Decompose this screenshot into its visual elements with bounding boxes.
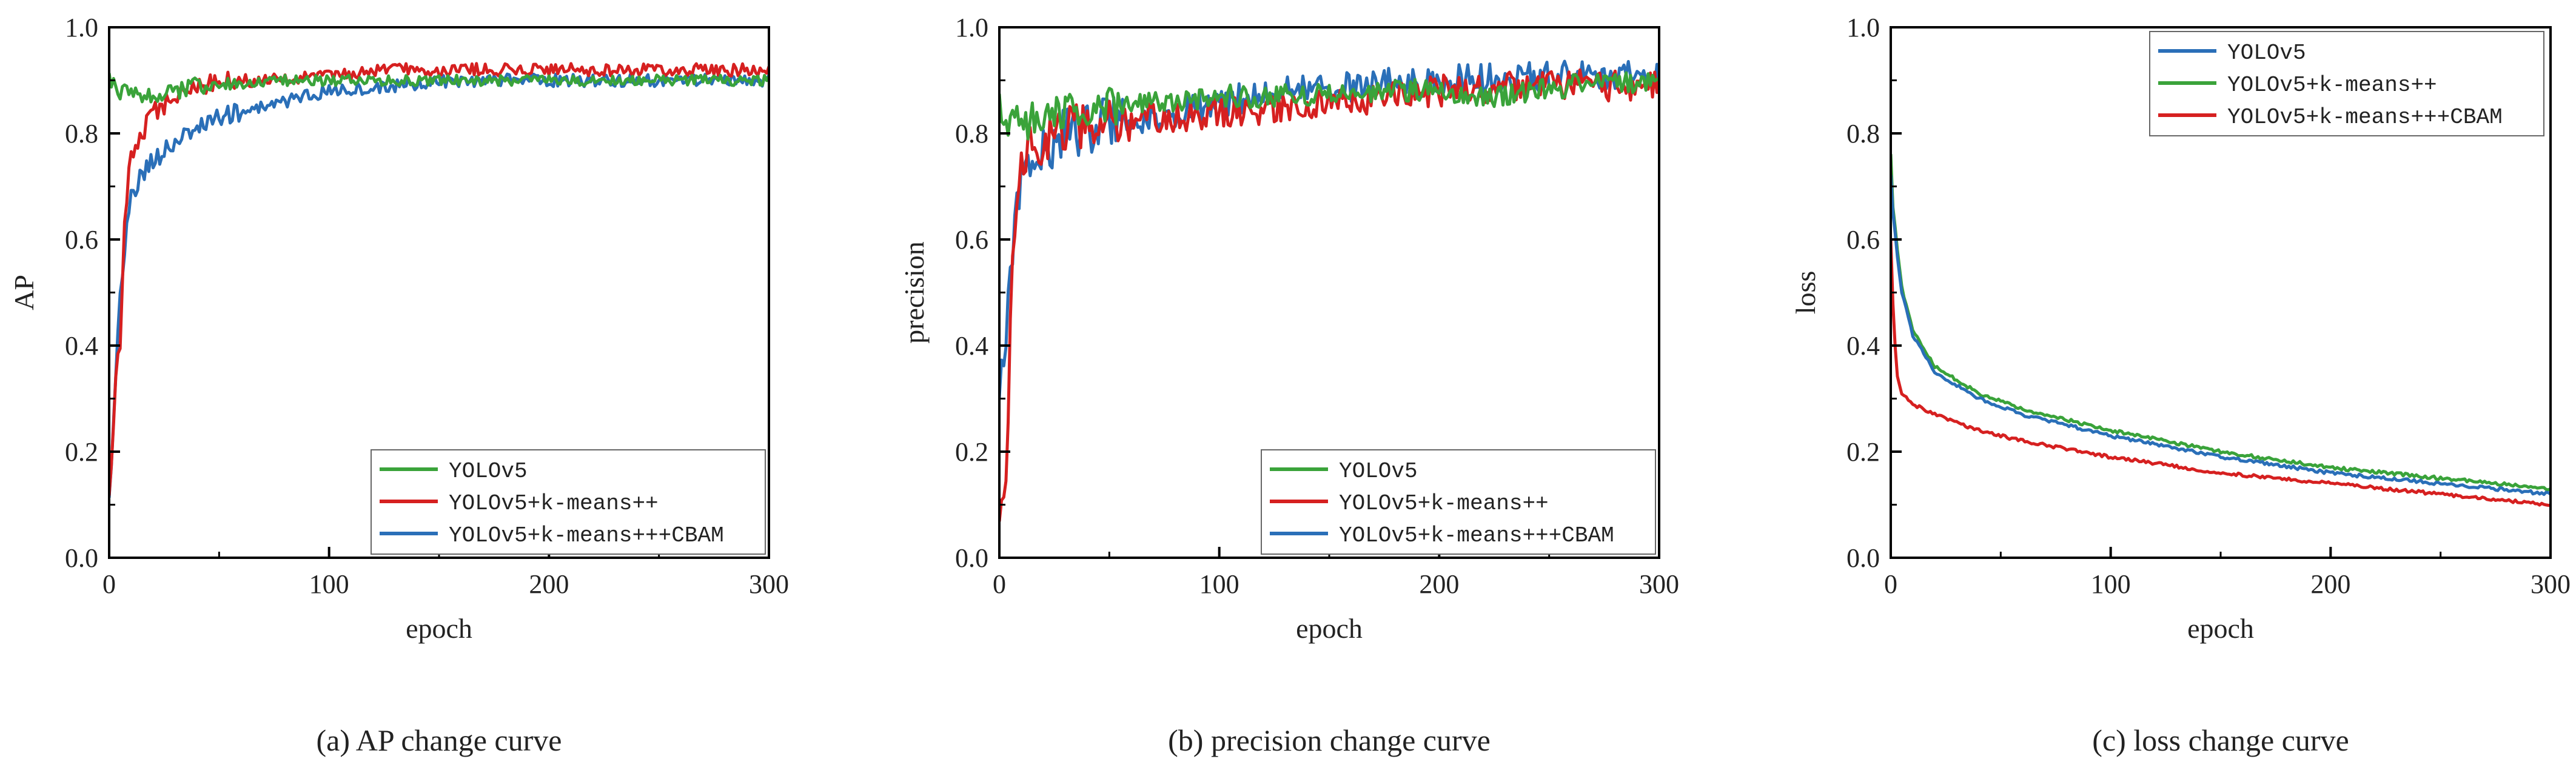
- series-line-2: [999, 59, 1659, 398]
- y-tick-label: 0.4: [65, 331, 98, 361]
- series-line-1: [1891, 154, 2551, 492]
- y-tick-label: 0.8: [1846, 119, 1880, 149]
- y-tick-label: 0.0: [955, 543, 988, 573]
- y-tick-label: 0.2: [1846, 437, 1880, 467]
- x-tick-label: 100: [2091, 569, 2131, 599]
- legend: YOLOv5 YOLOv5+k-means++ YOLOv5+k-means+++C…: [2149, 31, 2544, 136]
- x-tick-label: 300: [749, 569, 789, 599]
- series-line-2: [1891, 238, 2551, 507]
- legend-label: YOLOv5: [2227, 41, 2306, 65]
- legend-label: YOLOv5+k-means+++CBAM: [2227, 105, 2503, 130]
- x-tick-label: 200: [1419, 569, 1459, 599]
- chart-panel-0: 0.0 0.2 0.4 0.6 0.8 1.0 0 100 200 300 epoch AP YOLOv…: [8, 13, 789, 757]
- x-tick-label: 300: [1639, 569, 1679, 599]
- y-tick-label: 1.0: [955, 13, 988, 42]
- y-tick-label: 0.2: [955, 437, 988, 467]
- y-tick-label: 0.6: [65, 225, 98, 255]
- series-line-1: [109, 62, 769, 496]
- y-tick-label: 0.0: [65, 543, 98, 573]
- y-tick-label: 0.4: [955, 331, 988, 361]
- y-tick-label: 0.8: [65, 119, 98, 149]
- x-tick-label: 200: [2310, 569, 2350, 599]
- y-tick-label: 1.0: [1846, 13, 1880, 42]
- legend: YOLOv5 YOLOv5+k-means++ YOLOv5+k-means+++C…: [371, 449, 766, 555]
- chart-panel-1: 0.0 0.2 0.4 0.6 0.8 1.0 0 100 200 300 epoch precisi…: [899, 13, 1679, 757]
- x-axis-label: epoch: [406, 613, 472, 644]
- y-tick-label: 0.4: [1846, 331, 1880, 361]
- legend-label: YOLOv5+k-means+++CBAM: [1339, 523, 1614, 548]
- x-axis-label: epoch: [2187, 613, 2254, 644]
- y-tick-label: 0.8: [955, 119, 988, 149]
- x-tick-label: 0: [993, 569, 1006, 599]
- x-tick-label: 0: [102, 569, 116, 599]
- x-tick-label: 0: [1884, 569, 1897, 599]
- figure-caption: (b) precision change curve: [1168, 723, 1491, 757]
- x-tick-label: 100: [1199, 569, 1239, 599]
- y-axis-label: precision: [899, 241, 930, 344]
- series-line-0: [109, 73, 769, 104]
- legend: YOLOv5 YOLOv5+k-means++ YOLOv5+k-means+++C…: [1261, 449, 1656, 555]
- series-line-0: [1891, 175, 2551, 497]
- y-tick-label: 0.6: [1846, 225, 1880, 255]
- chart-panel-2: 0.0 0.2 0.4 0.6 0.8 1.0 0 100 200 300 epoch loss YOL…: [1790, 13, 2571, 757]
- x-tick-label: 300: [2531, 569, 2571, 599]
- figure-caption: (a) AP change curve: [317, 723, 562, 757]
- legend-label: YOLOv5+k-means++: [1339, 491, 1549, 516]
- x-axis-label: epoch: [1296, 613, 1363, 644]
- legend-label: YOLOv5: [1339, 459, 1418, 484]
- x-tick-label: 200: [529, 569, 569, 599]
- y-tick-label: 0.6: [955, 225, 988, 255]
- x-tick-label: 100: [309, 569, 349, 599]
- y-tick-label: 0.0: [1846, 543, 1880, 573]
- series-line-2: [109, 72, 769, 498]
- legend-label: YOLOv5+k-means+++CBAM: [449, 523, 724, 548]
- legend-label: YOLOv5+k-means++: [449, 491, 659, 516]
- legend-label: YOLOv5: [449, 459, 528, 484]
- legend-label: YOLOv5+k-means++: [2227, 73, 2437, 98]
- y-axis-label: AP: [8, 275, 39, 310]
- y-tick-label: 0.2: [65, 437, 98, 467]
- figure-caption: (c) loss change curve: [2092, 723, 2349, 757]
- series-line-0: [999, 71, 1659, 141]
- y-axis-label: loss: [1790, 271, 1821, 315]
- y-tick-label: 1.0: [65, 13, 98, 42]
